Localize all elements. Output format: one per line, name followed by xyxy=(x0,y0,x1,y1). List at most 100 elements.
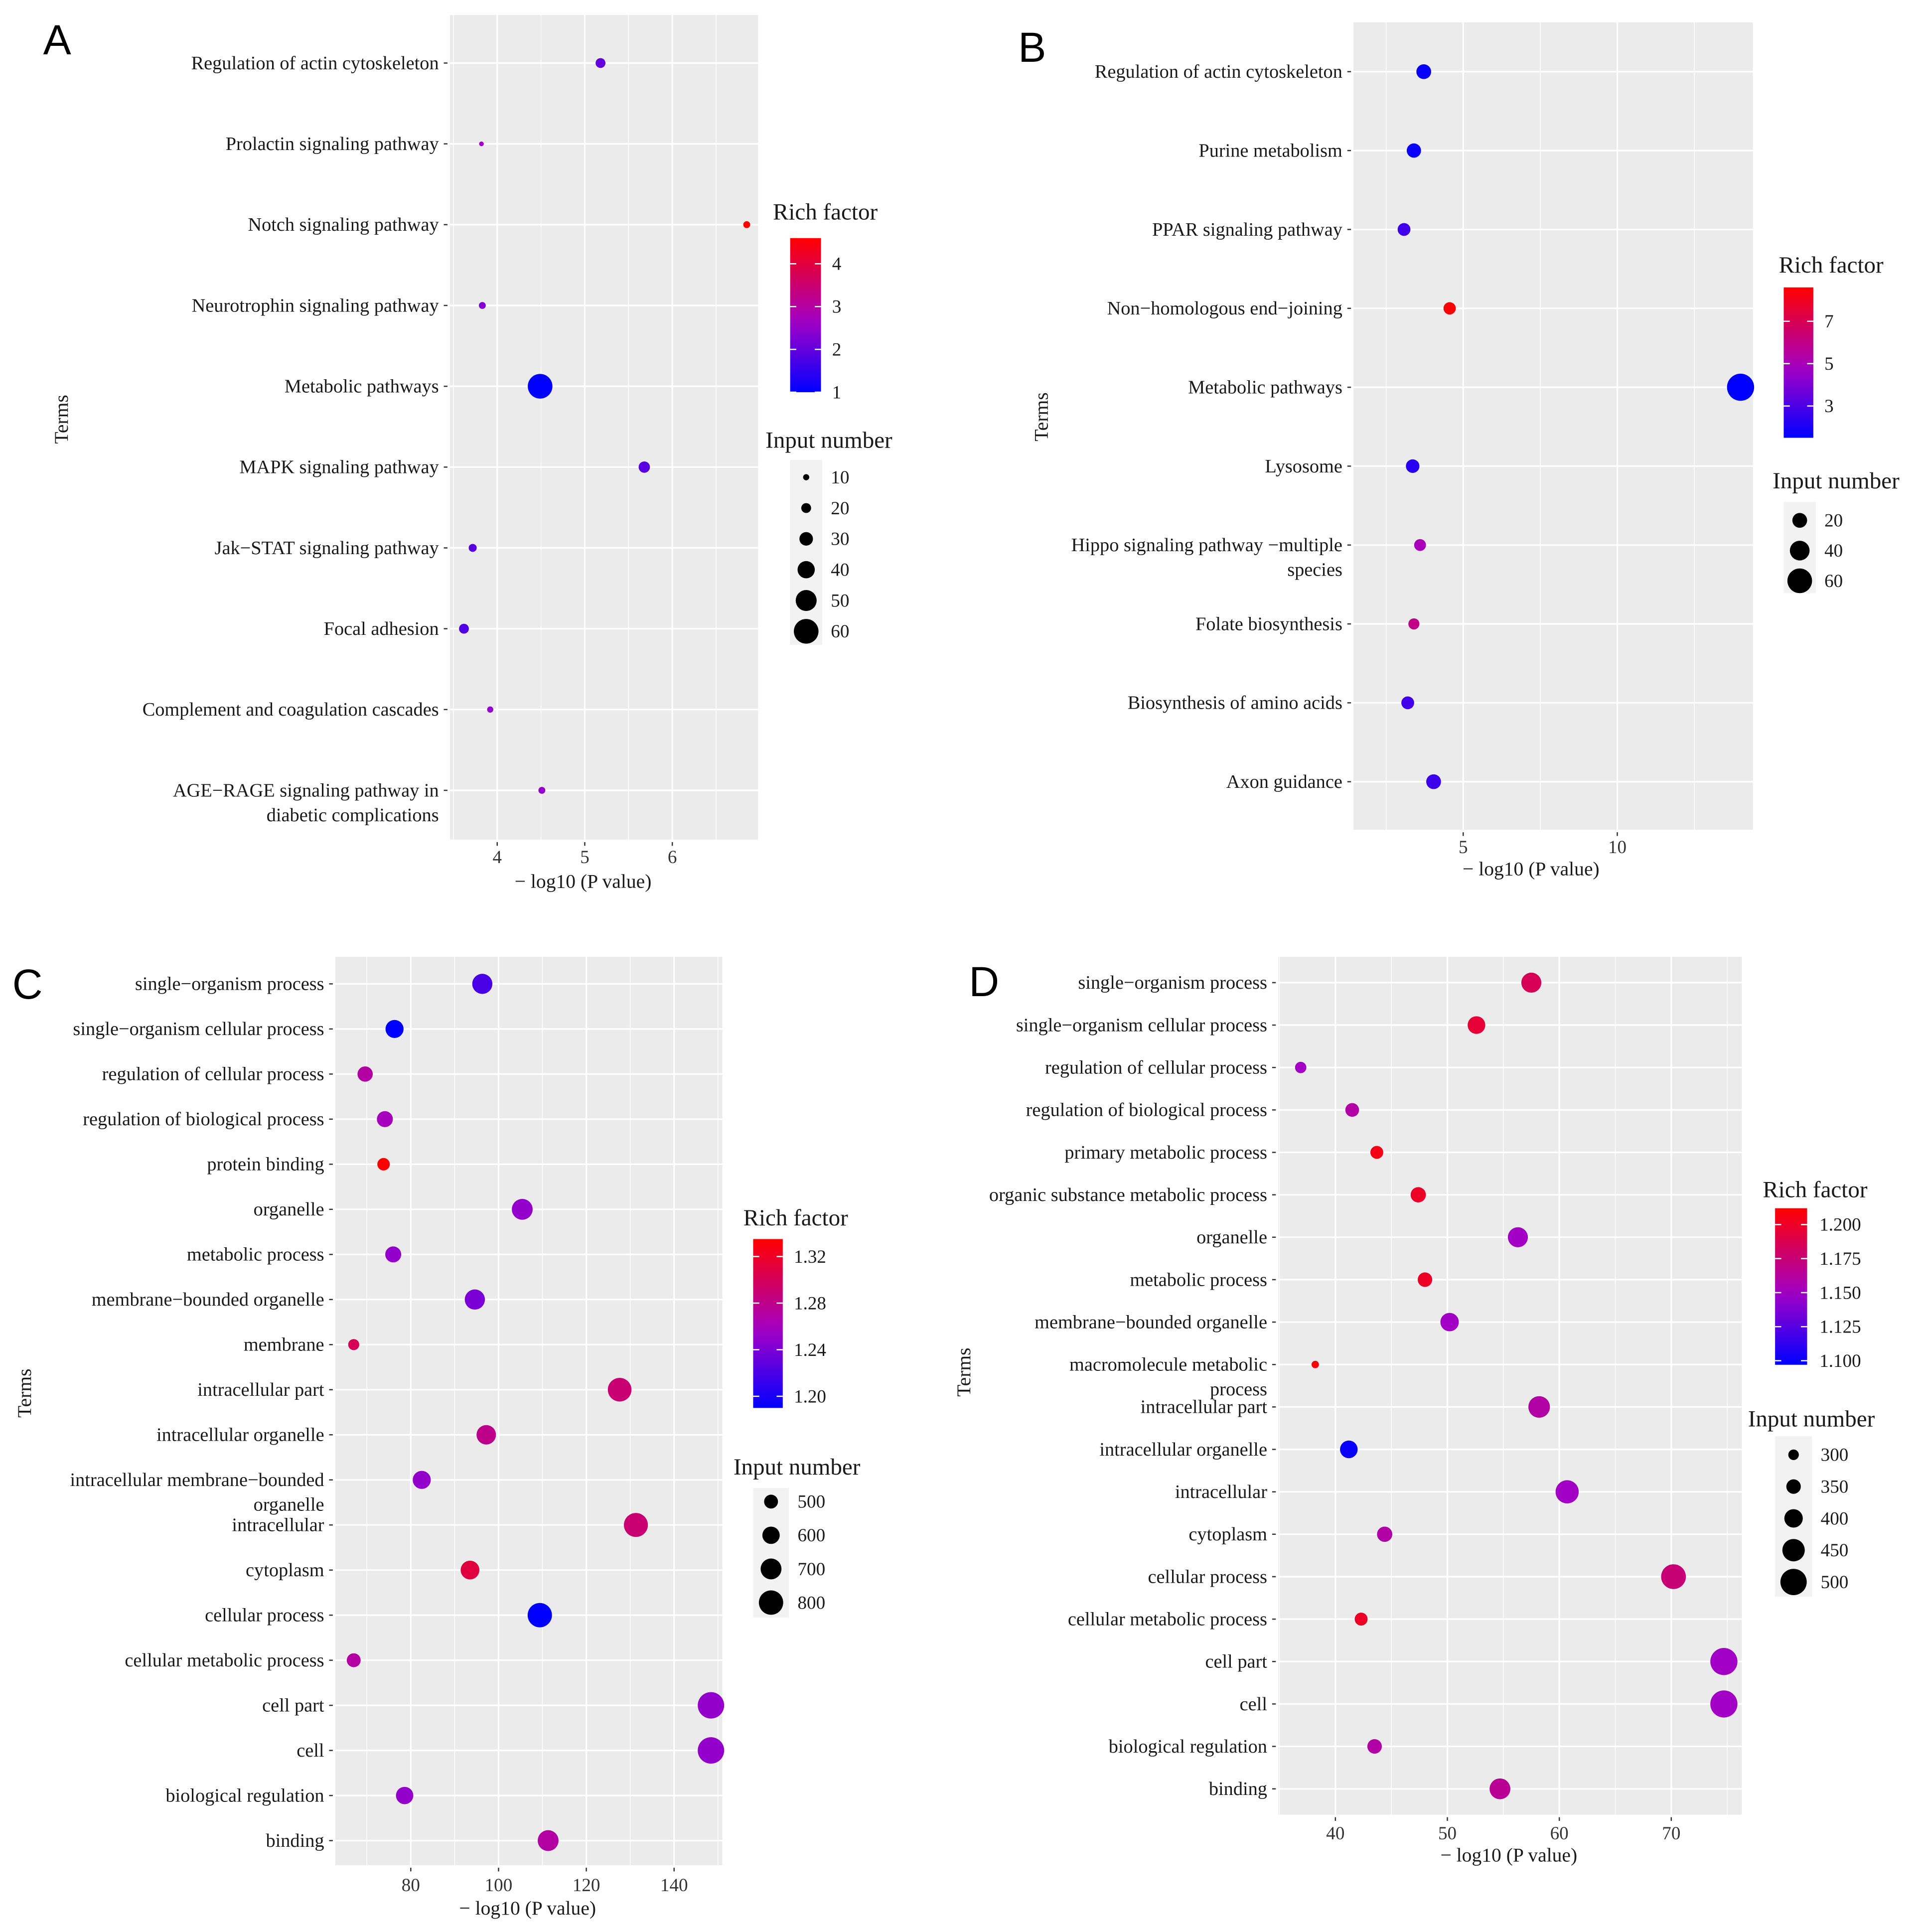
colorbar-label: 1.20 xyxy=(794,1386,826,1407)
term-label: membrane−bounded organelle xyxy=(92,1289,324,1310)
data-point xyxy=(1377,1526,1393,1542)
term-label-line: intracellular xyxy=(1175,1482,1267,1502)
data-point xyxy=(1410,1187,1426,1202)
data-point xyxy=(1661,1564,1686,1589)
term-label-line: Focal adhesion xyxy=(324,618,439,639)
size-legend-dot xyxy=(795,590,817,611)
size-legend-dot xyxy=(797,561,815,579)
x-tick-label: 5 xyxy=(580,847,590,868)
term-label-line: Neurotrophin signaling pathway xyxy=(192,295,440,316)
colorbar-label: 5 xyxy=(1824,354,1834,374)
term-label-line: Hippo signaling pathway −multiple xyxy=(1071,535,1342,556)
term-label: Folate biosynthesis xyxy=(1195,613,1342,634)
colorbar xyxy=(1775,1208,1807,1365)
term-label: cell xyxy=(1240,1694,1267,1715)
term-label: primary metabolic process xyxy=(1064,1142,1267,1163)
term-label: organelle xyxy=(254,1199,324,1220)
data-point xyxy=(1416,64,1431,79)
data-point xyxy=(464,1289,485,1310)
term-label: cellular process xyxy=(1148,1566,1267,1587)
colorbar xyxy=(1783,287,1813,438)
term-label: intracellular part xyxy=(1141,1397,1268,1418)
size-legend-dot xyxy=(1787,568,1812,594)
colorbar xyxy=(753,1239,783,1408)
x-tick-label: 80 xyxy=(402,1875,420,1896)
term-label: Jak−STAT signaling pathway xyxy=(215,538,440,559)
data-point xyxy=(472,974,493,994)
term-label: organelle xyxy=(1196,1227,1267,1248)
term-label: macromolecule metabolic process xyxy=(1069,1354,1267,1400)
panel-letter: B xyxy=(1018,24,1046,71)
size-legend-dot xyxy=(1780,1569,1807,1596)
colorbar-label: 3 xyxy=(1824,396,1834,417)
size-legend-dot xyxy=(758,1590,783,1615)
size-legend-label: 350 xyxy=(1821,1477,1849,1497)
x-axis-title: − log10 (P value) xyxy=(459,1897,596,1919)
term-label: regulation of cellular process xyxy=(102,1064,324,1085)
data-point xyxy=(538,1830,559,1851)
term-label: protein binding xyxy=(207,1154,324,1175)
term-label: Non−homologous end−joining xyxy=(1107,298,1342,319)
plot-background xyxy=(335,956,723,1866)
term-label: intracellular part xyxy=(197,1379,324,1400)
term-label-line: MAPK signaling pathway xyxy=(239,457,439,478)
y-axis-title: Terms xyxy=(953,1347,975,1396)
term-label-line: organic substance metabolic process xyxy=(989,1185,1267,1205)
size-legend-key-background xyxy=(790,460,822,645)
colorbar-label: 1 xyxy=(832,382,842,403)
term-label-line: binding xyxy=(1209,1779,1267,1799)
data-point xyxy=(512,1198,533,1220)
term-label-line: biological regulation xyxy=(165,1785,324,1806)
x-tick-label: 50 xyxy=(1438,1823,1457,1844)
size-legend-title: Input number xyxy=(1773,468,1900,494)
data-point xyxy=(479,141,484,147)
term-label-line: cytoplasm xyxy=(246,1560,324,1581)
term-label: cell part xyxy=(262,1695,324,1716)
term-label-line: Folate biosynthesis xyxy=(1195,613,1342,634)
term-label-line: Biosynthesis of amino acids xyxy=(1128,693,1342,714)
size-legend-title: Input number xyxy=(765,427,892,453)
size-legend-label: 40 xyxy=(831,560,849,581)
size-legend-label: 30 xyxy=(831,529,849,550)
term-label: Metabolic pathways xyxy=(285,376,439,397)
term-label: membrane xyxy=(244,1335,324,1355)
term-label: Hippo signaling pathway −multiple species xyxy=(1071,535,1342,580)
data-point xyxy=(1367,1739,1382,1754)
size-legend-dot xyxy=(1782,1539,1805,1562)
term-label-line: Non−homologous end−joining xyxy=(1107,298,1342,319)
term-label-line: primary metabolic process xyxy=(1064,1142,1267,1163)
colorbar-label: 1.24 xyxy=(794,1340,826,1360)
x-axis-title: − log10 (P value) xyxy=(515,870,652,892)
term-label: binding xyxy=(266,1830,324,1851)
size-legend-dot xyxy=(1786,1479,1801,1494)
term-label-line: intracellular organelle xyxy=(156,1425,324,1446)
term-label: cellular process xyxy=(205,1605,324,1626)
term-label-line: intracellular part xyxy=(1141,1397,1268,1418)
term-label: regulation of biological process xyxy=(1026,1100,1267,1121)
data-point xyxy=(1468,1016,1485,1034)
term-label: intracellular membrane−bounded organelle xyxy=(70,1470,324,1515)
term-label: Regulation of actin cytoskeleton xyxy=(1095,61,1342,82)
size-legend-label: 700 xyxy=(797,1559,825,1580)
term-label-line: cell xyxy=(1240,1694,1267,1715)
size-legend-label: 500 xyxy=(797,1492,825,1512)
size-legend-label: 450 xyxy=(1821,1540,1849,1561)
size-legend-label: 300 xyxy=(1821,1445,1849,1466)
x-tick-label: 60 xyxy=(1550,1823,1569,1844)
term-label-line: organelle xyxy=(254,1199,324,1220)
term-label: Complement and coagulation cascades xyxy=(143,699,439,720)
y-axis-title: Terms xyxy=(13,1368,35,1417)
term-label-line: organelle xyxy=(1196,1227,1267,1248)
data-point xyxy=(385,1020,404,1038)
data-point xyxy=(487,706,493,713)
term-label: AGE−RAGE signaling pathway in diabetic co… xyxy=(173,780,439,825)
data-point xyxy=(698,1737,725,1764)
data-point xyxy=(1727,373,1755,401)
term-label: single−organism process xyxy=(1078,972,1267,993)
colorbar-label: 3 xyxy=(832,297,842,317)
term-label-line: regulation of cellular process xyxy=(102,1064,324,1085)
size-legend-dot xyxy=(1792,513,1807,528)
data-point xyxy=(1507,1227,1528,1247)
